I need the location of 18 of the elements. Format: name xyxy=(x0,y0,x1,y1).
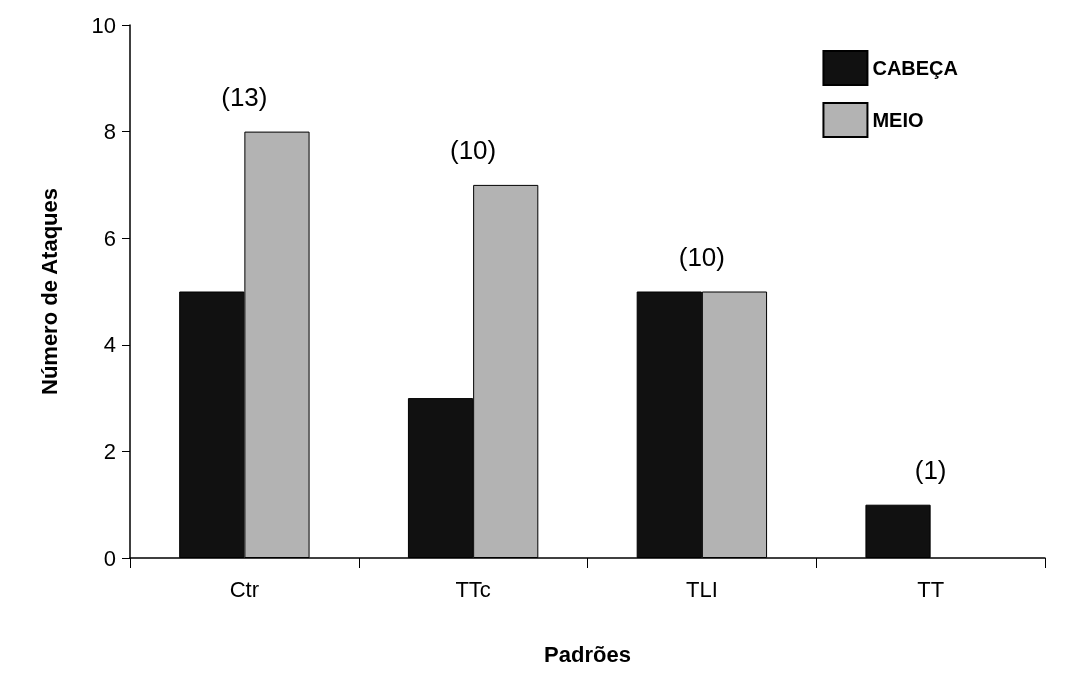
total-label: (10) xyxy=(450,134,497,165)
x-axis-title: Padrões xyxy=(544,641,631,667)
x-tick-label: TLI xyxy=(685,576,718,602)
y-tick-label: 6 xyxy=(103,225,116,251)
y-tick-label: 10 xyxy=(91,12,116,38)
y-tick-label: 4 xyxy=(103,332,116,358)
x-tick-label: TTc xyxy=(455,576,491,602)
y-tick-label: 2 xyxy=(103,438,116,464)
y-tick-label: 0 xyxy=(103,545,116,571)
total-label: (13) xyxy=(221,81,268,112)
y-tick-label: 8 xyxy=(103,119,116,145)
y-axis-title: Número de Ataques xyxy=(36,187,62,396)
x-tick-label: TT xyxy=(917,576,945,602)
legend-label: CABEÇA xyxy=(872,57,959,79)
total-label: (1) xyxy=(914,454,947,485)
x-tick-label: Ctr xyxy=(229,576,260,602)
total-label: (10) xyxy=(678,241,725,272)
legend-label: MEIO xyxy=(872,109,924,131)
